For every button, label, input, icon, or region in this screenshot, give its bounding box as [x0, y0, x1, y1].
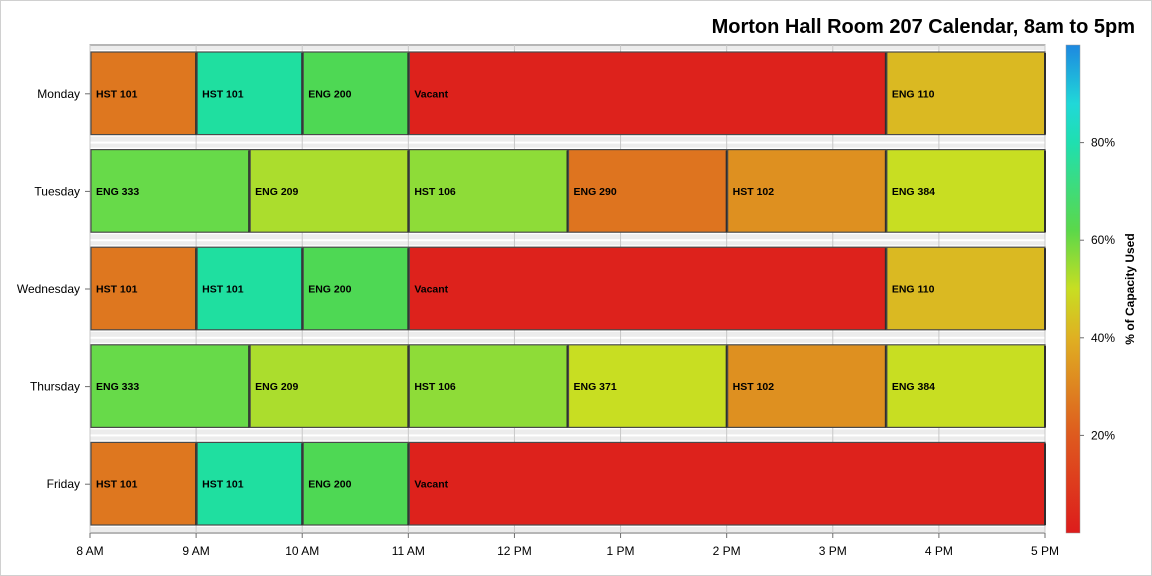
schedule-bar[interactable]	[90, 51, 197, 136]
schedule-bar[interactable]	[196, 246, 303, 331]
row-band-bottom	[90, 527, 1045, 532]
bar-label: ENG 209	[255, 186, 298, 198]
y-tick-label: Tuesday	[34, 184, 80, 198]
schedule-bar[interactable]	[408, 149, 569, 233]
bar-label: ENG 110	[892, 284, 935, 296]
schedule-bar[interactable]	[90, 149, 250, 233]
bar-label: HST 106	[414, 186, 456, 198]
x-tick-label: 4 PM	[925, 544, 953, 558]
bar-label: Vacant	[414, 479, 448, 491]
x-tick-label: 11 AM	[392, 544, 425, 558]
bar-label: Vacant	[414, 284, 448, 296]
x-tick-label: 8 AM	[76, 544, 103, 558]
chart-title: Morton Hall Room 207 Calendar, 8am to 5p…	[712, 16, 1135, 38]
bar-label: HST 101	[202, 284, 244, 296]
bar-label: HST 101	[202, 88, 244, 100]
x-tick-label: 2 PM	[713, 544, 741, 558]
bar-label: ENG 200	[308, 479, 351, 491]
schedule-bar[interactable]	[196, 441, 303, 526]
schedule-bar[interactable]	[567, 149, 728, 233]
bar-label: ENG 200	[308, 88, 351, 100]
bar-label: HST 106	[414, 381, 456, 393]
bar-label: ENG 384	[892, 381, 935, 393]
schedule-bar[interactable]	[302, 441, 409, 526]
schedule-bar[interactable]	[408, 246, 887, 331]
row-bands	[90, 46, 1045, 532]
schedule-bar[interactable]	[90, 344, 250, 428]
bar-label: ENG 290	[574, 186, 617, 198]
schedule-bar[interactable]	[408, 51, 887, 136]
bar-label: HST 102	[733, 186, 775, 198]
schedule-bar[interactable]	[196, 51, 303, 136]
row-band-bottom	[90, 429, 1045, 435]
row-band-bottom	[90, 234, 1045, 240]
y-tick-label: Monday	[37, 87, 80, 101]
colorbar-tick-label: 20%	[1091, 428, 1115, 442]
row-band-bottom	[90, 136, 1045, 142]
y-axis: Monday Tuesday Wednesday Thursday Friday	[17, 87, 90, 491]
bar-label: Vacant	[414, 88, 448, 100]
row-band-top	[90, 46, 1045, 50]
schedule-bar[interactable]	[886, 51, 1046, 136]
colorbar-tick-label: 80%	[1091, 136, 1115, 150]
bars: HST 101 HST 101 ENG 200 Vacant ENG 110 ENG 33…	[90, 51, 1046, 526]
y-tick-label: Wednesday	[17, 282, 80, 296]
y-tick-label: Thursday	[30, 380, 80, 394]
schedule-bar[interactable]	[249, 149, 409, 233]
y-tick-label: Friday	[47, 477, 80, 491]
schedule-bar[interactable]	[249, 344, 409, 428]
schedule-bar[interactable]	[408, 344, 569, 428]
schedule-bar[interactable]	[302, 51, 409, 136]
x-tick-label: 10 AM	[285, 544, 319, 558]
row-band-top	[90, 436, 1045, 441]
bar-label: ENG 209	[255, 381, 298, 393]
colorbar-tick-label: 40%	[1091, 331, 1115, 345]
bar-label: HST 101	[202, 479, 244, 491]
bar-label: ENG 200	[308, 284, 351, 296]
row-band-top	[90, 338, 1045, 343]
colorbar	[1065, 44, 1081, 534]
schedule-bar[interactable]	[886, 246, 1046, 331]
row-band-top	[90, 241, 1045, 246]
schedule-bar[interactable]	[408, 441, 1046, 526]
x-tick-label: 5 PM	[1031, 544, 1059, 558]
bar-label: HST 101	[96, 88, 138, 100]
bar-label: HST 101	[96, 284, 138, 296]
schedule-bar[interactable]	[302, 246, 409, 331]
colorbar-tick-label: 60%	[1091, 233, 1115, 247]
x-tick-label: 1 PM	[607, 544, 635, 558]
bar-label: HST 101	[96, 479, 138, 491]
x-tick-label: 12 PM	[497, 544, 532, 558]
schedule-bar[interactable]	[567, 344, 728, 428]
x-axis: 8 AM 9 AM 10 AM 11 AM 12 PM 1 PM 2 PM 3 PM 4 PM 5…	[76, 533, 1059, 558]
bar-label: ENG 371	[574, 381, 617, 393]
x-tick-label: 9 AM	[182, 544, 209, 558]
schedule-bar[interactable]	[90, 441, 197, 526]
row-band-top	[90, 143, 1045, 148]
bar-label: ENG 333	[96, 186, 139, 198]
schedule-bar[interactable]	[90, 246, 197, 331]
row-band-bottom	[90, 331, 1045, 337]
schedule-bar[interactable]	[727, 149, 887, 233]
bar-label: ENG 384	[892, 186, 935, 198]
colorbar-title: % of Capacity Used	[1123, 233, 1137, 344]
x-tick-label: 3 PM	[819, 544, 847, 558]
bar-label: ENG 110	[892, 88, 935, 100]
bar-label: ENG 333	[96, 381, 139, 393]
colorbar-ticks: 20% 40% 60% 80%	[1080, 136, 1115, 442]
bar-label: HST 102	[733, 381, 775, 393]
schedule-bar[interactable]	[886, 344, 1046, 428]
